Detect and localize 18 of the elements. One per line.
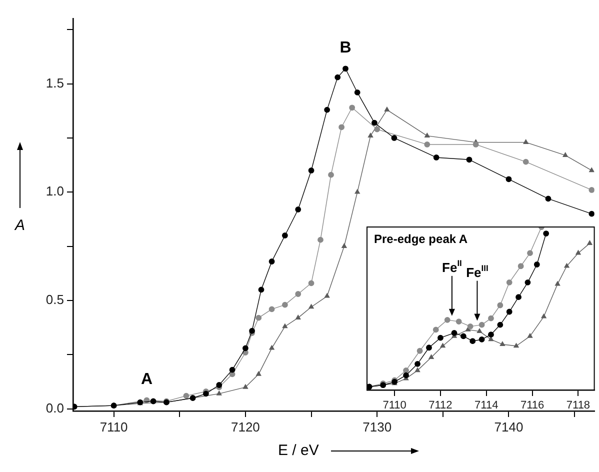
x-axis-title: E / eV bbox=[278, 442, 319, 459]
annotation: A bbox=[140, 371, 153, 388]
annotation: B bbox=[340, 40, 352, 57]
chart-title: Pre-edge peak A bbox=[374, 232, 468, 246]
x-tick-label: 7140 bbox=[494, 419, 524, 434]
x-tick-label: 7130 bbox=[362, 419, 392, 434]
y-tick-label: 1.0 bbox=[46, 184, 64, 199]
x-tick-label: 7110 bbox=[382, 400, 406, 412]
y-tick-label: 0.0 bbox=[46, 400, 64, 416]
x-tick-label: 7110 bbox=[100, 419, 128, 434]
x-tick-label: 7118 bbox=[566, 400, 590, 412]
y-axis-title: A bbox=[13, 217, 26, 234]
y-tick-label: 1.5 bbox=[46, 75, 64, 90]
x-tick-label: 7120 bbox=[230, 419, 260, 434]
y-tick-label: 0.5 bbox=[46, 292, 64, 308]
x-tick-label: 7112 bbox=[428, 400, 452, 412]
x-tick-label: 7114 bbox=[474, 400, 498, 412]
x-tick-label: 7116 bbox=[520, 400, 544, 412]
